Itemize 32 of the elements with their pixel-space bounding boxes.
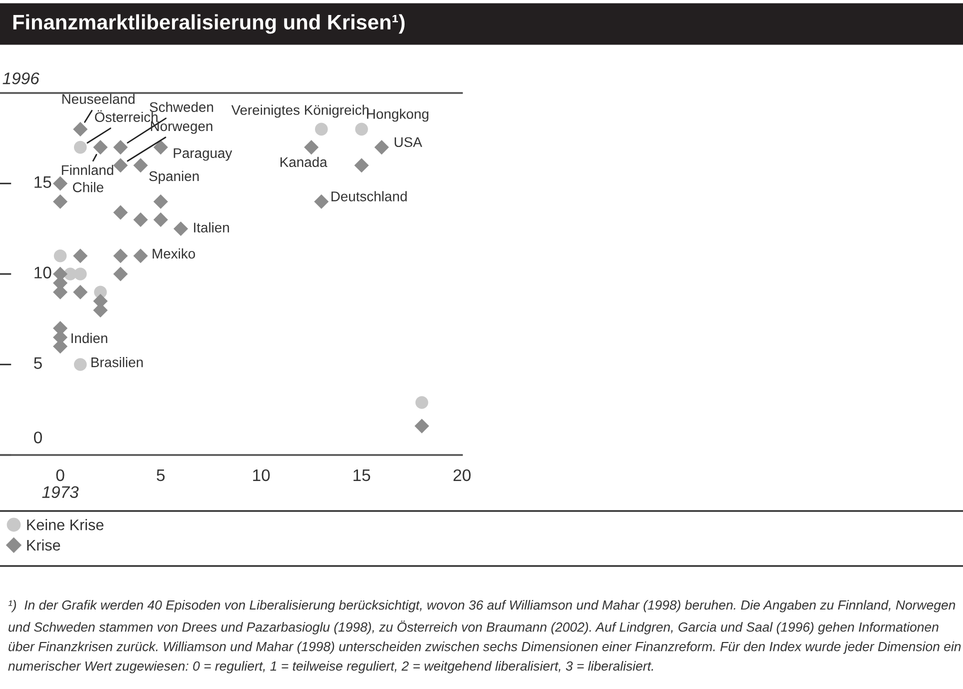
x-tick-label: 10 [253, 469, 270, 482]
chart-title: Finanzmarktliberalisierung und Krisen¹) [13, 14, 405, 34]
annotation: Neuseeland [62, 94, 135, 104]
x-tick-label: 20 [454, 469, 471, 482]
annotation: Hongkong [367, 108, 428, 122]
text: ¹) In der Grafik werden 40 Episoden von Liberalisierung berücksichtigt, wovon 36 auf Williamson und Mahar (1998) beruhen. Die Angaben zu Finnland, Norwegen und Schweden stammen von Drees und Pazarbasioglu (1998), zu Österreich von Braumann (2002). Auf Lindgren, Garcia und Saal (1996) gehen Informationen über Finanzkrisen zurück. Williamson und Mahar (1998) unterscheiden zwischen sechs Dimensionen einer Finanzreform. Für den Index wurde jeder Dimension ein numerischer Wert zugewiesen: 0 = reguliert, 1 = teilweise reguliert, 2 = weitgehend liberalisiert, 3 = liberalisiert. [8, 600, 961, 674]
x-tick-label: 5 [156, 470, 165, 482]
annotation: Österreich [94, 110, 158, 122]
legend-label: Keine Krise [27, 519, 104, 530]
x-axis-title: 1973 [42, 486, 79, 498]
y-tick-label: 10 [34, 266, 52, 278]
annotation: Indien [72, 332, 108, 344]
y-tick-label: 5 [34, 357, 42, 369]
annotation: Schweden [150, 102, 214, 112]
annotation: Chile [72, 182, 104, 192]
annotation: Spanien [149, 170, 199, 184]
y-tick-label: 15 [34, 176, 52, 188]
annotation: Italien [194, 222, 229, 232]
annotation: Mexiko [152, 248, 196, 259]
annotation: Finnland [62, 164, 114, 176]
x-tick-label: 15 [354, 470, 370, 482]
annotation: Paraguay [174, 148, 232, 161]
annotation: USA [394, 137, 422, 148]
annotation: Brasilien [91, 357, 143, 368]
annotation: Kanada [280, 156, 328, 168]
y-tick-label: 0 [34, 432, 42, 444]
annotation: Vereinigtes Königreich [231, 104, 369, 118]
legend-label: Krise [27, 539, 60, 551]
y-axis-title: 1996 [2, 72, 40, 84]
x-tick-label: 0 [56, 469, 64, 482]
annotation: Norwegen [151, 121, 212, 134]
annotation: Deutschland [332, 191, 407, 202]
